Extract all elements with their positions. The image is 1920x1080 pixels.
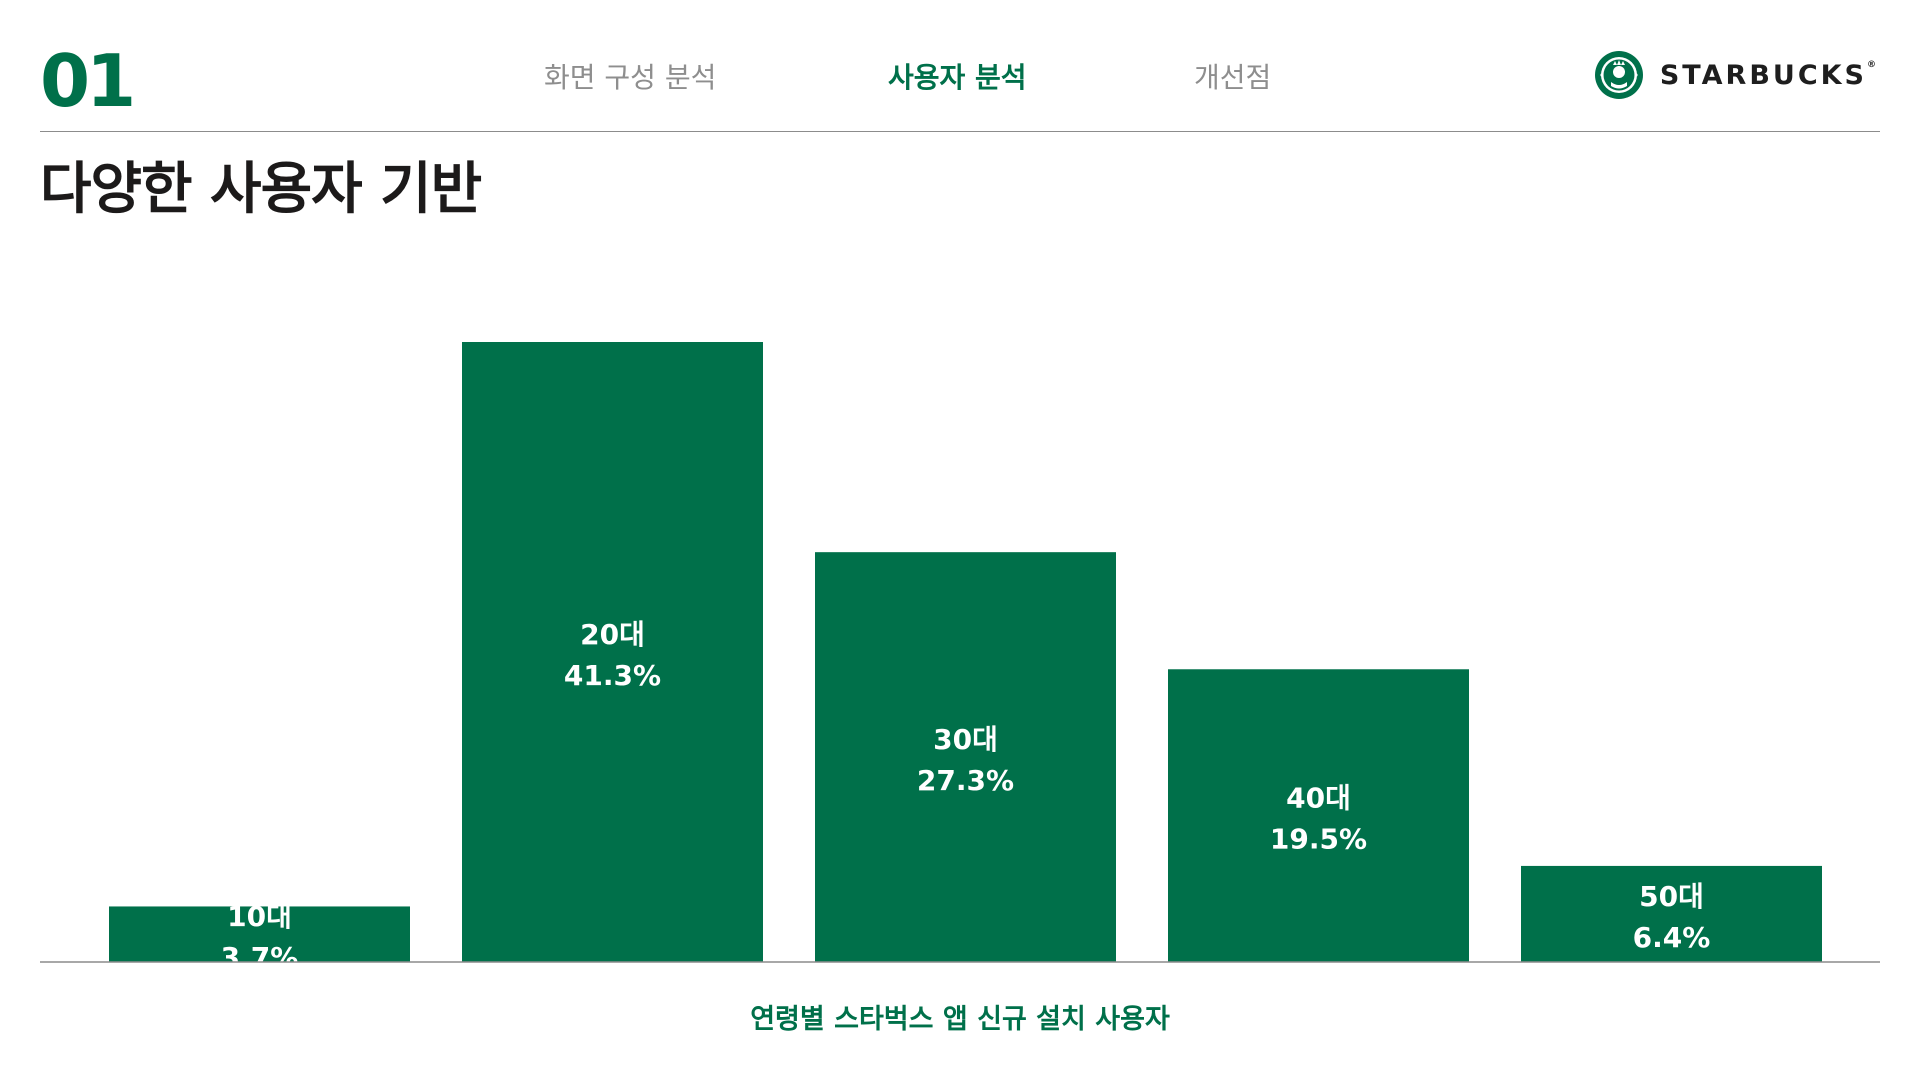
category-label: 10대 xyxy=(227,900,292,933)
value-label: 41.3% xyxy=(564,659,661,692)
header-divider xyxy=(40,131,1880,132)
x-axis-label: 연령별 스타벅스 앱 신규 설치 사용자 xyxy=(750,1004,1170,1035)
bar-20대 xyxy=(462,342,763,962)
value-label: 27.3% xyxy=(917,764,1014,797)
starbucks-logo: STARBUCKS® xyxy=(1594,48,1876,102)
value-label: 3.7% xyxy=(221,941,299,974)
brand-wordmark: STARBUCKS® xyxy=(1659,59,1876,91)
category-label: 20대 xyxy=(580,618,645,651)
value-label: 19.5% xyxy=(1270,823,1367,856)
siren-logo-icon xyxy=(1594,51,1643,99)
value-label: 6.4% xyxy=(1633,921,1711,954)
section-title: 다양한 사용자 기반 xyxy=(40,157,482,222)
nav-improvements[interactable]: 개선점 xyxy=(1194,61,1272,94)
nav-user-analysis[interactable]: 사용자 분석 xyxy=(888,61,1027,94)
bar-40대 xyxy=(1168,669,1469,962)
top-nav: 화면 구성 분석 사용자 분석 개선점 xyxy=(0,56,1920,100)
category-label: 40대 xyxy=(1286,782,1351,815)
bar-30대 xyxy=(815,552,1116,962)
category-label: 50대 xyxy=(1639,880,1704,913)
page-number: 01 xyxy=(40,39,136,123)
category-label: 30대 xyxy=(933,723,998,756)
nav-screen-analysis[interactable]: 화면 구성 분석 xyxy=(544,61,717,94)
bar-10대 xyxy=(109,906,410,962)
bar-50대 xyxy=(1521,865,1822,962)
